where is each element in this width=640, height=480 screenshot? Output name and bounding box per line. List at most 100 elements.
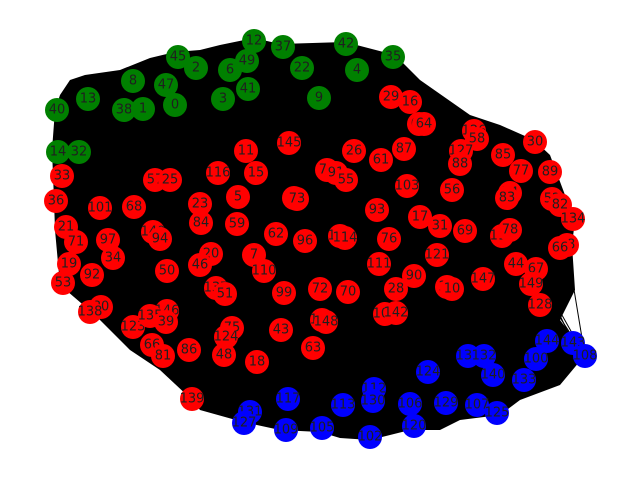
graph-node: 103 xyxy=(395,174,419,198)
node-label: 127 xyxy=(232,416,257,431)
edge xyxy=(253,40,374,402)
node-label: 133 xyxy=(512,373,537,388)
graph-node: 148 xyxy=(314,310,338,334)
edge xyxy=(166,171,551,272)
graph-node: 113 xyxy=(331,393,355,417)
node-circle xyxy=(336,280,360,304)
node-label: 121 xyxy=(425,248,450,263)
node-circle xyxy=(112,98,136,122)
graph-node: 138 xyxy=(78,300,102,324)
graph-node: 124 xyxy=(214,325,238,349)
edge xyxy=(112,192,511,259)
node-circle xyxy=(272,281,296,305)
node-label: 39 xyxy=(158,315,175,330)
node-circle xyxy=(369,148,393,172)
node-label: 58 xyxy=(469,132,486,147)
node-label: 17 xyxy=(412,210,429,225)
graph-node: 76 xyxy=(377,227,401,251)
node-label: 45 xyxy=(170,50,187,65)
node-circle xyxy=(524,347,548,371)
node-circle xyxy=(245,350,269,374)
node-circle xyxy=(308,277,332,301)
graph-node: 29 xyxy=(379,85,403,109)
graph-node: 6 xyxy=(218,58,242,82)
node-label: 132 xyxy=(472,349,497,364)
edge xyxy=(321,229,511,429)
edge xyxy=(280,329,344,406)
graph-node: 19 xyxy=(57,252,81,276)
node-label: 114 xyxy=(333,231,358,246)
graph-node: 4 xyxy=(345,58,369,82)
node-label: 42 xyxy=(338,37,355,52)
node-circle xyxy=(121,315,145,339)
node-circle xyxy=(154,73,178,97)
edge xyxy=(166,270,245,424)
node-label: 140 xyxy=(481,368,506,383)
node-circle xyxy=(440,178,464,202)
graph-node: 145 xyxy=(277,131,301,155)
node-circle xyxy=(504,252,528,276)
node-label: 50 xyxy=(159,264,176,279)
node-circle xyxy=(345,58,369,82)
node-label: 89 xyxy=(542,165,559,180)
node-circle xyxy=(481,363,505,387)
edge xyxy=(236,223,485,357)
node-label: 51 xyxy=(217,287,234,302)
graph-node: 84 xyxy=(189,211,213,235)
node-label: 18 xyxy=(249,355,266,370)
node-circle xyxy=(188,192,212,216)
edge xyxy=(132,80,420,125)
node-circle xyxy=(214,325,238,349)
node-circle xyxy=(331,393,355,417)
graph-node: 26 xyxy=(342,139,366,163)
node-circle xyxy=(365,198,389,222)
node-label: 102 xyxy=(358,430,383,445)
graph-node: 110 xyxy=(252,259,276,283)
graph-node: 109 xyxy=(274,418,298,442)
node-circle xyxy=(416,360,440,384)
node-label: 78 xyxy=(502,223,519,238)
edge xyxy=(159,238,517,265)
edge xyxy=(372,400,478,406)
edge xyxy=(225,142,290,338)
edge xyxy=(89,222,202,313)
node-circle xyxy=(384,277,408,301)
graph-node: 99 xyxy=(272,281,296,305)
node-label: 108 xyxy=(573,349,598,364)
node-circle xyxy=(314,310,338,334)
edge xyxy=(247,56,394,90)
graph-node: 13 xyxy=(76,87,100,111)
graph-node: 37 xyxy=(271,35,295,59)
node-label: 149 xyxy=(519,277,544,292)
node-circle xyxy=(45,98,69,122)
node-label: 130 xyxy=(361,394,386,409)
edge xyxy=(249,319,323,413)
node-label: 7 xyxy=(250,248,258,263)
edge xyxy=(200,170,522,224)
node-label: 56 xyxy=(444,183,461,198)
graph-node: 23 xyxy=(188,192,212,216)
node-label: 82 xyxy=(552,198,569,213)
node-label: 87 xyxy=(396,142,413,157)
graph-node: 85 xyxy=(491,143,515,167)
edge xyxy=(285,313,386,431)
node-circle xyxy=(361,389,385,413)
graph-node: 120 xyxy=(402,414,426,438)
node-label: 116 xyxy=(206,166,231,181)
node-label: 6 xyxy=(226,63,234,78)
node-circle xyxy=(342,139,366,163)
graph-node: 15 xyxy=(244,161,268,185)
graph-node: 44 xyxy=(504,252,528,276)
node-circle xyxy=(548,236,572,260)
edge xyxy=(243,342,574,424)
graph-node: 107 xyxy=(465,393,489,417)
node-label: 62 xyxy=(268,227,285,242)
edge xyxy=(142,108,441,227)
node-circle xyxy=(44,189,68,213)
node-label: 29 xyxy=(383,90,400,105)
node-label: 59 xyxy=(229,217,246,232)
node-circle xyxy=(293,229,317,253)
node-circle xyxy=(131,97,155,121)
node-label: 124 xyxy=(416,365,441,380)
node-circle xyxy=(212,343,236,367)
